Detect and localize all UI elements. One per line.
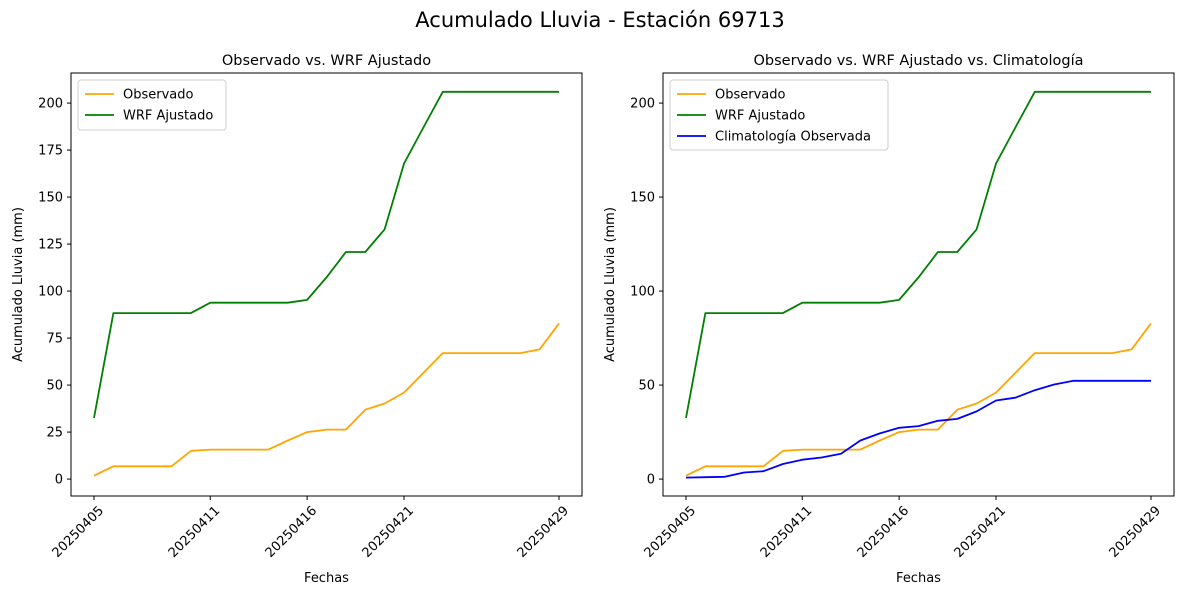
y-tick-label: 150 — [630, 191, 655, 206]
series-line-2 — [93, 90, 559, 419]
legend-label-3: Climatología Observada — [715, 130, 871, 145]
x-tick-label: 20250421 — [360, 503, 417, 560]
y-tick-label: 50 — [46, 379, 63, 394]
legend-box — [669, 79, 889, 151]
legend-label-2: WRF Ajustado — [123, 109, 213, 124]
x-tick-label: 20250416 — [263, 503, 320, 560]
y-tick-label: 0 — [55, 473, 63, 488]
x-tick-label: 20250429 — [515, 503, 572, 560]
x-tick-label: 20250405 — [642, 503, 699, 560]
x-tick-label: 20250429 — [1107, 503, 1164, 560]
series-line-3 — [685, 379, 1151, 479]
series-line-1 — [93, 322, 560, 477]
y-tick-label: 200 — [630, 97, 655, 112]
legend-label-2: WRF Ajustado — [715, 109, 805, 124]
y-tick-label: 0 — [647, 473, 655, 488]
y-tick-label: 25 — [46, 426, 63, 441]
y-tick-label: 150 — [38, 191, 63, 206]
plot-frame — [70, 72, 583, 497]
y-tick-label: 50 — [638, 379, 655, 394]
x-tick-label: 20250411 — [166, 503, 223, 560]
x-tick-label: 20250416 — [855, 503, 912, 560]
y-axis-label: Acumulado Lluvia (mm) — [603, 207, 618, 362]
legend-box — [77, 79, 227, 131]
chart-title: Observado vs. WRF Ajustado vs. Climatolo… — [754, 53, 1084, 69]
y-tick-label: 200 — [38, 97, 63, 112]
legend: Observado WRF Ajustado — [77, 79, 227, 131]
y-tick-label: 125 — [38, 238, 63, 253]
legend-label-1: Observado — [715, 88, 786, 103]
y-axis-label: Acumulado Lluvia (mm) — [11, 207, 26, 362]
x-tick-label: 20250411 — [758, 503, 815, 560]
y-tick-label: 175 — [38, 144, 63, 159]
series-line-2 — [685, 90, 1151, 419]
legend-label-1: Observado — [123, 88, 194, 103]
plot-frame — [662, 72, 1175, 497]
legend: Observado WRF Ajustado Climatología Observ… — [669, 79, 889, 151]
y-tick-label: 100 — [630, 285, 655, 300]
x-axis-label: Fechas — [304, 571, 349, 586]
chart-panel-2: Observado vs. WRF Ajustado vs. Climatolo… — [603, 53, 1175, 586]
y-tick-label: 75 — [46, 332, 63, 347]
chart-panel-1: Observado vs. WRF Ajustado 0 25 50 75 100 125 1… — [11, 53, 583, 586]
x-tick-label: 20250405 — [50, 503, 107, 560]
series-line-1 — [685, 322, 1152, 477]
x-tick-label: 20250421 — [952, 503, 1009, 560]
chart-title: Observado vs. WRF Ajustado — [222, 53, 431, 69]
x-axis-label: Fechas — [896, 571, 941, 586]
figure-title: Acumulado Lluvia - Estación 69713 — [415, 8, 785, 32]
y-tick-label: 100 — [38, 285, 63, 300]
